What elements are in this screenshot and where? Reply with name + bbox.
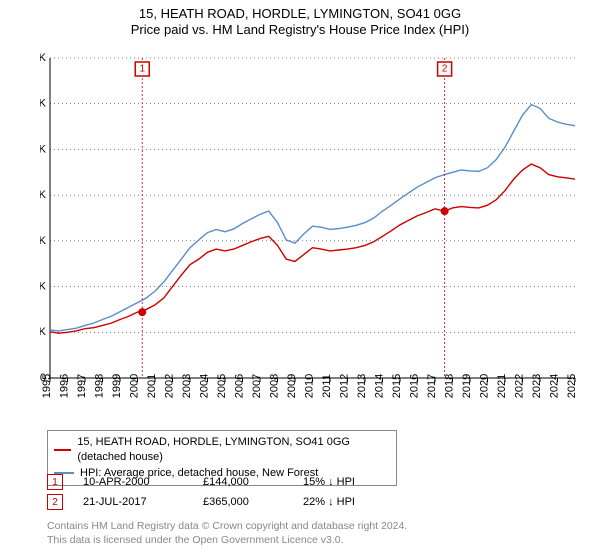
svg-text:2004: 2004 (199, 374, 211, 398)
svg-text:2020: 2020 (479, 374, 491, 398)
price-chart: £0£100K£200K£300K£400K£500K£600K£700K199… (40, 48, 590, 418)
sale-price: £365,000 (203, 496, 303, 508)
svg-text:2012: 2012 (339, 374, 351, 398)
svg-text:£400K: £400K (40, 189, 47, 201)
svg-text:1998: 1998 (94, 374, 106, 398)
svg-text:2011: 2011 (321, 374, 333, 398)
svg-text:2006: 2006 (234, 374, 246, 398)
legend-item: 15, HEATH ROAD, HORDLE, LYMINGTON, SO41 … (54, 435, 390, 466)
svg-text:2023: 2023 (531, 374, 543, 398)
attribution-line: Contains HM Land Registry data © Crown c… (47, 520, 407, 534)
sale-marker-icon: 2 (47, 494, 63, 510)
svg-text:2019: 2019 (461, 374, 473, 398)
svg-text:2013: 2013 (356, 374, 368, 398)
table-row: 1 10-APR-2000 £144,000 15% ↓ HPI (47, 472, 393, 492)
svg-text:1999: 1999 (111, 374, 123, 398)
svg-text:£700K: £700K (40, 52, 47, 64)
svg-text:1997: 1997 (76, 374, 88, 398)
svg-text:2: 2 (442, 64, 448, 75)
svg-text:2024: 2024 (549, 374, 561, 398)
svg-text:2017: 2017 (426, 374, 438, 398)
legend-swatch (54, 449, 71, 451)
svg-text:2001: 2001 (146, 374, 158, 398)
svg-text:2021: 2021 (496, 374, 508, 398)
svg-text:2010: 2010 (304, 374, 316, 398)
svg-text:2007: 2007 (251, 374, 263, 398)
legend-label: 15, HEATH ROAD, HORDLE, LYMINGTON, SO41 … (77, 435, 390, 466)
sale-date: 21-JUL-2017 (83, 496, 203, 508)
sale-marker-icon: 1 (47, 474, 63, 490)
table-row: 2 21-JUL-2017 £365,000 22% ↓ HPI (47, 492, 393, 512)
page-subtitle: Price paid vs. HM Land Registry's House … (0, 22, 600, 38)
svg-text:£500K: £500K (40, 143, 47, 155)
svg-text:1: 1 (139, 64, 145, 75)
svg-text:2005: 2005 (216, 374, 228, 398)
svg-text:2008: 2008 (269, 374, 281, 398)
svg-text:2015: 2015 (391, 374, 403, 398)
svg-text:2022: 2022 (514, 374, 526, 398)
svg-text:2025: 2025 (566, 374, 578, 398)
svg-text:£300K: £300K (40, 235, 47, 247)
attribution-line: This data is licensed under the Open Gov… (47, 534, 407, 548)
sale-diff: 22% ↓ HPI (303, 496, 393, 508)
svg-text:2014: 2014 (374, 374, 386, 398)
svg-text:2018: 2018 (444, 374, 456, 398)
sale-diff: 15% ↓ HPI (303, 476, 393, 488)
svg-text:2002: 2002 (164, 374, 176, 398)
page-title: 15, HEATH ROAD, HORDLE, LYMINGTON, SO41 … (0, 6, 600, 22)
svg-text:£600K: £600K (40, 98, 47, 110)
svg-text:2003: 2003 (181, 374, 193, 398)
svg-text:2000: 2000 (129, 374, 141, 398)
svg-text:£100K: £100K (40, 326, 47, 338)
svg-text:1995: 1995 (41, 374, 53, 398)
svg-text:1996: 1996 (59, 374, 71, 398)
attribution: Contains HM Land Registry data © Crown c… (47, 520, 407, 547)
sale-date: 10-APR-2000 (83, 476, 203, 488)
svg-text:£200K: £200K (40, 280, 47, 292)
sale-price: £144,000 (203, 476, 303, 488)
sales-table: 1 10-APR-2000 £144,000 15% ↓ HPI 2 21-JU… (47, 472, 393, 512)
svg-text:2016: 2016 (409, 374, 421, 398)
svg-text:2009: 2009 (286, 374, 298, 398)
